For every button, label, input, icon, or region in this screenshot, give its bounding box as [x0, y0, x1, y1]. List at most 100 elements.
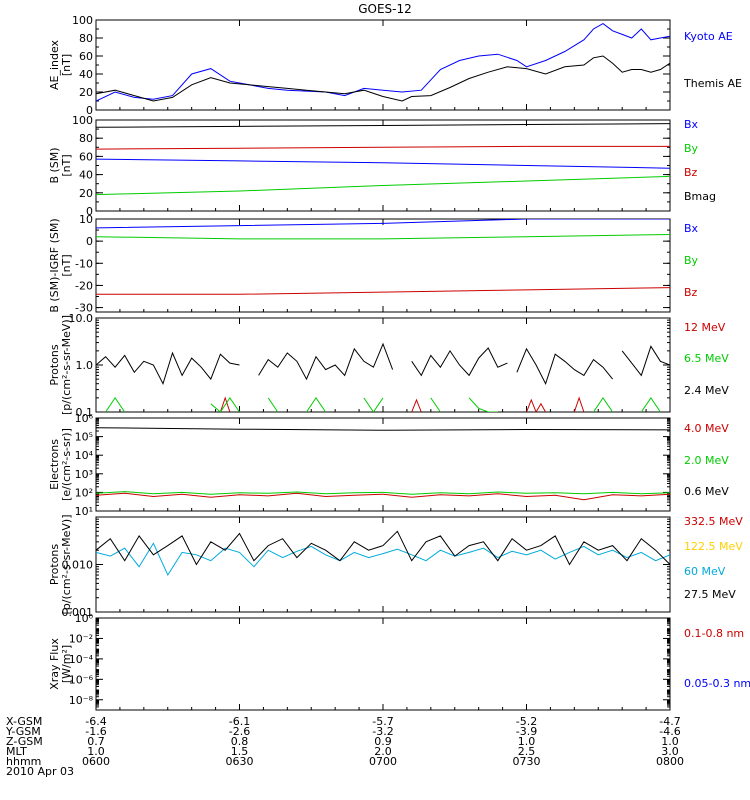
panel-ae-index: 0 20 40 60 80 100 AE_index[nT] Kyoto AE Themis A… — [48, 14, 742, 117]
y-tick-label: 10⁻⁸ — [69, 694, 94, 707]
y-axis-label: Protons[p/(cm²-s-sr-MeV)] — [48, 515, 73, 615]
legend-entry: Bz — [684, 286, 698, 299]
series-line-2-0-mev — [96, 491, 670, 495]
footer-value: 0730 — [513, 755, 541, 768]
legend-entry: 60 MeV — [684, 565, 726, 578]
y-tick-label: 20 — [79, 86, 93, 99]
legend-entry: 27.5 MeV — [684, 588, 736, 601]
series-line-6-5-mev — [105, 397, 126, 412]
series-line-2-4-mev — [516, 347, 613, 386]
footer-value: 3.0 — [661, 745, 679, 758]
footer-row-label: X-GSM — [6, 715, 42, 728]
series-line-6-5-mev — [363, 397, 384, 412]
footer-value: 0630 — [226, 755, 254, 768]
panel-frame — [95, 516, 671, 613]
series-line-6-5-mev — [430, 397, 441, 412]
series-line-6-5-mev — [306, 397, 327, 412]
series-line-6-5-mev — [640, 397, 661, 412]
y-tick-label: 10⁻⁴ — [69, 653, 94, 666]
y-axis-label-line: B (SM)-IGRF (SM) — [48, 218, 61, 312]
series-line-6-5-mev — [468, 397, 498, 412]
y-tick-label: 10⁰ — [75, 612, 94, 625]
series-line-27-5-mev — [96, 530, 670, 566]
legend-entry: Bx — [684, 118, 699, 131]
footer-value: -5.2 — [516, 715, 537, 728]
series-line-2-4-mev — [621, 345, 670, 377]
footer-value: -4.6 — [659, 725, 680, 738]
y-tick-label: 10⁴ — [75, 449, 94, 462]
series-line-by — [96, 175, 670, 196]
legend-entry: 332.5 MeV — [684, 515, 743, 528]
series-line-12-mev — [219, 396, 231, 412]
legend-entry: Themis AE — [683, 77, 742, 90]
footer-value: -1.6 — [85, 725, 106, 738]
legend-entry: Kyoto AE — [684, 30, 733, 43]
footer-value: -6.1 — [229, 715, 250, 728]
footer-value: 0700 — [369, 755, 397, 768]
footer-value: -5.7 — [372, 715, 393, 728]
series-line-6-5-mev — [210, 397, 240, 412]
footer-value: 0800 — [656, 755, 684, 768]
legend-entry: 2.0 MeV — [684, 454, 729, 467]
footer-row-label: Y-GSM — [5, 725, 41, 738]
y-tick-label: 60 — [79, 150, 93, 163]
series-line-12-mev — [526, 398, 547, 412]
legend-entry: 4.0 MeV — [684, 422, 729, 435]
legend-entry: 0.1-0.8 nm — [684, 627, 744, 640]
y-axis-label: AE_index[nT] — [48, 39, 73, 90]
panel-frame — [95, 617, 671, 711]
panel-electrons: 10¹10²10³10⁴10⁵10⁶Electrons[e/(cm²-s-sr)… — [48, 412, 729, 518]
y-tick-label: 10⁵ — [75, 431, 93, 444]
footer-value: -2.6 — [229, 725, 250, 738]
footer-value: -4.7 — [659, 715, 680, 728]
series-line-kyoto-ae — [96, 23, 670, 102]
legend-entry: 2.4 MeV — [684, 384, 729, 397]
y-axis-label-line: [nT] — [60, 254, 73, 276]
footer-row-label: hhmm — [6, 755, 41, 768]
legend-entry: 0.6 MeV — [684, 485, 729, 498]
series-line-6-5-mev — [267, 397, 279, 412]
y-axis-label-line: B (SM) — [48, 147, 61, 183]
y-tick-label: 80 — [79, 32, 93, 45]
y-axis-label-line: AE_index — [48, 39, 61, 90]
y-axis-label-line: Xray Flux — [48, 638, 61, 690]
legend-entry: Bz — [684, 166, 698, 179]
y-tick-label: 100 — [72, 114, 93, 127]
y-tick-label: 10¹ — [75, 505, 93, 518]
legend-entry: Bx — [684, 222, 699, 235]
footer-value: 0.7 — [87, 735, 105, 748]
y-axis-label-line: [e/(cm²-s-sr)] — [60, 428, 73, 501]
footer-value: 0600 — [82, 755, 110, 768]
series-line-2-4-mev — [96, 351, 240, 386]
footer-value: 0.9 — [374, 735, 392, 748]
series-line-bz — [96, 145, 670, 150]
footer-value: 1.0 — [87, 745, 105, 758]
y-axis-label: Electrons[e/(cm²-s-sr)] — [48, 428, 73, 501]
footer-value: -3.9 — [516, 725, 537, 738]
series-line-0-6-mev — [96, 427, 670, 431]
footer-date: 2010 Apr 03 — [6, 765, 74, 778]
panel-frame — [95, 218, 671, 313]
y-axis-label-line: Protons — [48, 344, 61, 385]
y-axis-label-line: [nT] — [60, 154, 73, 176]
legend-entry: 12 MeV — [684, 321, 726, 334]
series-line-6-5-mev — [593, 397, 614, 412]
y-tick-label: 10⁻² — [69, 632, 93, 645]
y-tick-label: 1.0 — [76, 359, 94, 372]
y-axis-label-line: [p/(cm²-s-sr-MeV)] — [60, 515, 73, 615]
y-tick-label: 10² — [75, 486, 93, 499]
series-line-by — [96, 234, 670, 240]
footer-row-label: MLT — [6, 745, 27, 758]
y-tick-label: 40 — [79, 68, 93, 81]
y-tick-label: 0 — [86, 104, 93, 117]
footer-row-label: Z-GSM — [6, 735, 43, 748]
y-tick-label: 0.001 — [62, 606, 94, 619]
y-tick-label: 20 — [79, 187, 93, 200]
panel-b-minus-igrf: -30 -20 -10 0 10 B (SM)-IGRF (SM)[nT] Bx By Bz — [48, 213, 699, 315]
legend-entry: Bmag — [684, 190, 716, 203]
series-line-12-mev — [573, 396, 585, 412]
